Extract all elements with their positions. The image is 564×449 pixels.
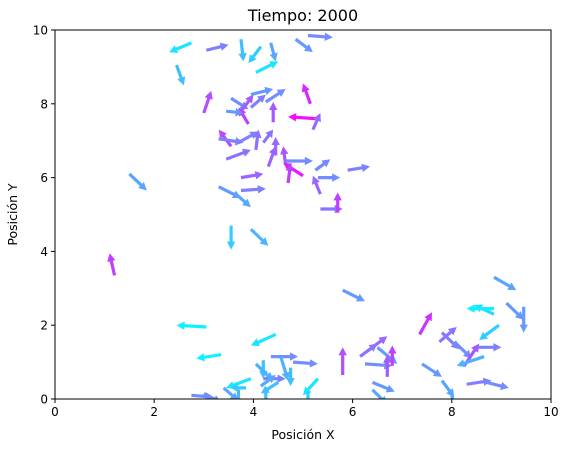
quiver-arrow [202,90,213,114]
quiver-arrow [270,352,298,361]
quiver-arrow [474,343,502,352]
quiver-arrow [107,253,117,276]
quiver-arrow [279,356,290,381]
quiver-arrow [359,343,378,358]
quiver-arrow [311,113,321,131]
quiver-arrow [438,327,457,343]
quiver-arrow [450,395,455,399]
x-tick-label: 4 [250,405,258,419]
quiver-arrow [347,163,370,172]
quiver-arrow [262,129,274,144]
y-tick-label: 6 [40,171,48,185]
quiver-arrow [253,129,262,151]
quiver-arrow [333,192,342,213]
quiver-arrow [440,331,460,350]
quiver-arrow [248,45,263,64]
quiver-arrow [269,42,278,62]
quiver-arrow [285,156,313,166]
quiver-arrow [128,172,147,191]
quiver-arrow [240,171,264,180]
x-tick-label: 8 [448,405,456,419]
quiver-arrow [236,389,241,399]
quiver-arrow [486,380,509,391]
y-tick-label: 10 [33,24,48,38]
quiver-arrow [286,367,295,387]
quiver-arrow [237,131,259,144]
quiver-arrow [342,288,365,302]
quiver-arrow [263,374,286,383]
x-tick-label: 0 [51,405,59,419]
quiver-arrow [466,304,494,313]
quiver-arrow [364,361,393,370]
quiver-arrow [371,380,395,393]
quiver-arrow [264,89,286,104]
quiver-arrow [479,323,500,340]
x-tick-label: 10 [543,405,558,419]
quiver-arrow [235,193,251,208]
quiver-arrow [421,362,442,377]
x-tick-label: 6 [349,405,357,419]
quiver-arrow [371,388,386,399]
quiver-arrow [314,159,331,172]
y-axis: 0 2 4 6 8 10 [33,24,55,407]
quiver-arrow [303,377,320,396]
quiver-arrow [231,383,246,393]
quiver-arrow [240,185,266,194]
quiver-arrow [456,355,485,368]
quiver-arrow [288,113,316,122]
quiver-arrow [383,354,392,377]
quiver-arrow [269,102,278,123]
quiver-arrow [250,333,277,347]
plot-frame [54,29,552,400]
quiver-arrow [505,301,524,320]
quiver-arrow [205,42,229,52]
y-tick-label: 8 [40,97,48,111]
quiver-arrow [175,64,186,86]
quiver-arrow [261,389,270,399]
quiver-arrow [301,83,312,105]
quiver-arrow [418,312,432,336]
y-tick-label: 2 [40,319,48,333]
x-axis-label: Posición X [271,427,335,442]
quiver-arrow [259,375,276,388]
quiver-arrow [196,353,222,362]
y-tick-label: 4 [40,245,48,259]
quiver-arrow [493,275,517,291]
quiver-arrow [249,228,269,246]
quiver-arrow [306,391,310,399]
quiver-arrow [255,61,279,74]
quiver-arrow [218,185,241,199]
quiver-arrow [294,37,313,53]
quiver-arrow [307,32,333,41]
quiver-arrow [312,175,322,195]
quiver-arrow [317,173,341,182]
quiver-arrow [226,225,236,250]
quiver-arrow [226,377,252,390]
quiver-arrow [466,377,492,386]
quiver-arrow [238,39,247,62]
quiver-arrow [285,162,294,184]
quiver-arrow [293,359,318,368]
x-axis: 0 2 4 6 8 10 [51,399,559,419]
quiver-arrow [222,386,238,399]
quiver-arrow [225,148,251,161]
quiver-arrow [169,41,192,53]
quiver-arrow [226,108,244,117]
quiver-arrow [338,347,347,375]
y-axis-label: Posición Y [5,183,20,246]
quiver-arrow [250,86,274,97]
chart-title: Tiempo: 2000 [247,6,358,25]
quiver-arrow [271,137,280,156]
x-tick-label: 2 [150,405,158,419]
quiver-arrow [176,321,207,330]
arrow-layer [107,32,528,399]
quiver-arrow [440,379,455,398]
y-tick-label: 0 [40,393,48,407]
quiver-arrow [249,94,266,109]
quiver-arrow [218,137,244,146]
quiver-arrow [191,392,214,399]
quiver-arrow [453,340,472,359]
quiver-arrow [388,345,397,366]
